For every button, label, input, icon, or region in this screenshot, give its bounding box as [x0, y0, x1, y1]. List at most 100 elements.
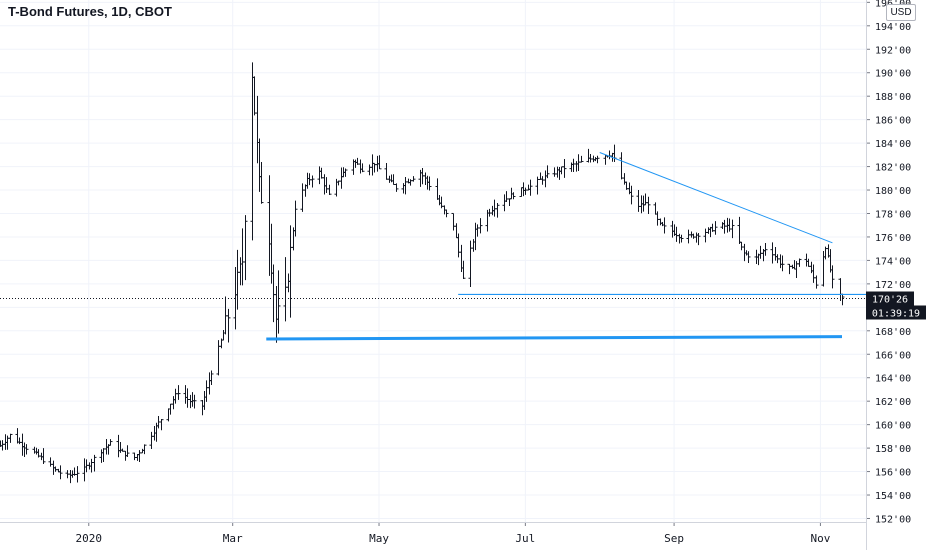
ohlc-bar	[454, 223, 459, 239]
ohlc-bar	[840, 293, 845, 306]
ohlc-bar	[658, 218, 663, 226]
ohlc-bar	[787, 263, 792, 275]
ohlc-bar	[478, 218, 483, 234]
ohlc-bar	[360, 163, 365, 173]
ohlc-bar	[202, 390, 207, 410]
ohlc-bar	[283, 257, 288, 322]
ohlc-bar	[377, 155, 382, 170]
ohlc-bar	[739, 241, 744, 251]
ohlc-bar	[221, 330, 226, 341]
support-line[interactable]	[266, 335, 843, 341]
ohlc-bar	[727, 218, 732, 232]
ohlc-bar	[22, 442, 27, 457]
ohlc-bar	[720, 222, 725, 229]
ohlc-bar	[543, 170, 548, 188]
x-tick-label: 2020	[76, 532, 103, 545]
ohlc-bar	[475, 224, 480, 237]
ohlc-bar	[586, 148, 591, 163]
trendline[interactable]	[599, 152, 833, 244]
y-tick-label: 156'00	[875, 468, 911, 479]
y-tick-label: 152'00	[875, 514, 911, 525]
ohlc-bar	[411, 176, 416, 182]
ohlc-bar	[674, 226, 679, 242]
y-tick-label: 174'00	[875, 256, 911, 267]
ohlc-bar	[370, 154, 375, 176]
ohlc-bar	[176, 385, 181, 400]
y-tick-label: 192'00	[875, 45, 911, 56]
ohlc-bar	[394, 183, 399, 192]
ohlc-bar	[502, 194, 507, 212]
ohlc-bar	[471, 239, 476, 252]
ohlc-bar	[758, 245, 763, 259]
ohlc-bar	[838, 278, 843, 302]
currency-button[interactable]: USD	[886, 4, 916, 21]
ohlc-bar	[216, 340, 221, 376]
ohlc-bar	[20, 433, 25, 456]
ohlc-bar	[343, 168, 348, 177]
ohlc-bar	[427, 176, 432, 191]
ohlc-bar	[742, 243, 747, 262]
ohlc-bar	[763, 243, 768, 256]
ohlc-bar	[708, 226, 713, 238]
ohlc-bar	[730, 219, 735, 239]
ohlc-bar	[744, 250, 749, 256]
y-tick-label: 158'00	[875, 444, 911, 455]
ohlc-bar	[555, 166, 560, 178]
ohlc-bar	[677, 233, 682, 244]
ohlc-bar	[255, 95, 260, 164]
x-tick-label: May	[369, 532, 389, 545]
ohlc-bar	[778, 254, 783, 269]
ohlc-bar	[305, 172, 310, 189]
ohlc-bar	[694, 232, 699, 243]
ohlc-bar	[286, 273, 291, 293]
ohlc-bar	[334, 178, 339, 197]
ohlc-bar	[679, 234, 684, 243]
ohlc-bar	[89, 458, 94, 473]
ohlc-bar	[58, 465, 63, 480]
ohlc-bar	[495, 203, 500, 218]
ohlc-bar	[303, 184, 308, 197]
grid	[0, 0, 866, 522]
ohlc-bar	[814, 275, 819, 289]
ohlc-bar	[435, 178, 440, 200]
ohlc-bar	[257, 138, 262, 192]
ohlc-bar	[384, 163, 389, 180]
y-tick-label: 184'00	[875, 139, 911, 150]
ohlc-bar	[324, 177, 329, 194]
ohlc-bar	[132, 452, 137, 461]
y-tick-label: 194'00	[875, 22, 911, 33]
y-tick-label: 188'00	[875, 92, 911, 103]
ohlc-bar	[437, 194, 442, 206]
ohlc-bar	[142, 444, 147, 455]
x-tick-label: Sep	[664, 532, 684, 545]
ohlc-bar	[552, 167, 557, 177]
ohlc-bar	[190, 392, 195, 407]
y-tick-label: 166'00	[875, 350, 911, 361]
ohlc-bar	[660, 221, 665, 227]
ohlc-bar	[646, 196, 651, 215]
ohlc-bar	[523, 187, 528, 195]
ohlc-bar	[629, 185, 634, 205]
ohlc-bar	[588, 154, 593, 163]
ohlc-bar	[259, 162, 264, 204]
ohlc-bar	[0, 440, 5, 451]
ohlc-bar	[149, 431, 154, 450]
ohlc-bar	[545, 165, 550, 179]
ohlc-bar	[24, 444, 29, 455]
ohlc-bar	[612, 144, 617, 162]
ohlc-bar	[579, 155, 584, 163]
price-bars	[0, 62, 845, 484]
ohlc-bar	[830, 265, 835, 289]
ohlc-bar	[339, 167, 344, 189]
ohlc-bar	[118, 442, 123, 453]
ohlc-bar	[101, 448, 106, 463]
ohlc-bar	[171, 396, 176, 410]
ohlc-bar	[75, 466, 80, 483]
ohlc-bar	[327, 184, 332, 195]
ohlc-bar	[773, 247, 778, 261]
ohlc-bar	[591, 155, 596, 163]
ohlc-bar	[288, 225, 293, 318]
